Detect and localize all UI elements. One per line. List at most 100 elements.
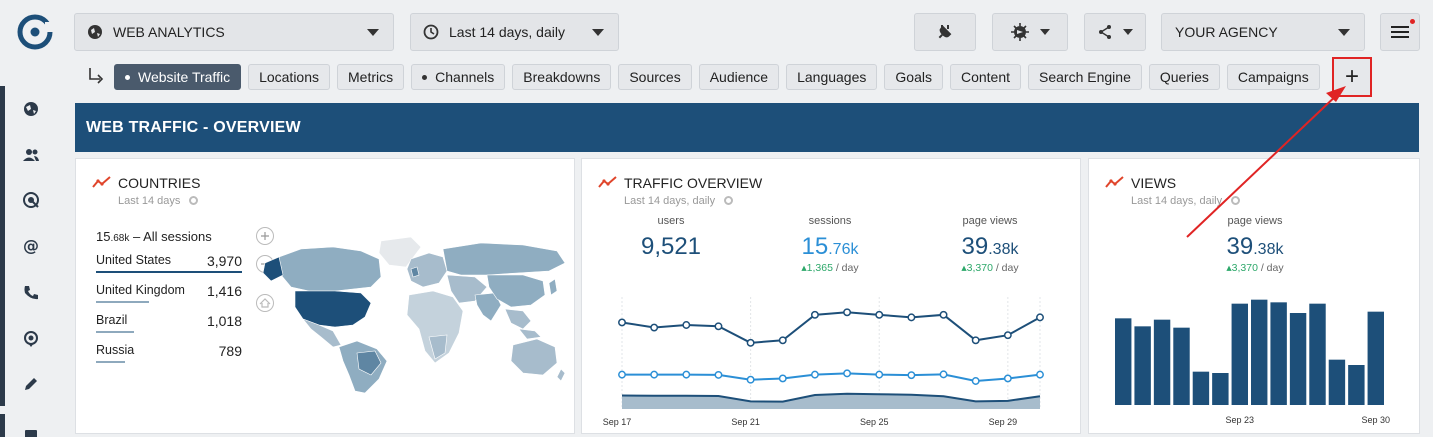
tab-label: Audience	[709, 69, 769, 85]
data-point	[1003, 331, 1012, 340]
zoom-in-icon[interactable]	[254, 225, 276, 247]
x-tick-label: Sep 29	[989, 417, 1018, 427]
country-row[interactable]: Brazil 1,018	[96, 313, 242, 343]
tab-channels[interactable]: Channels	[411, 64, 506, 90]
main-menu-button[interactable]	[1380, 13, 1420, 51]
rail-active-bar	[0, 86, 5, 406]
tab-label: Website Traffic	[138, 69, 231, 85]
stat-delta: ▴1,365 / day	[770, 262, 890, 274]
tab-website-traffic[interactable]: Website Traffic	[114, 64, 242, 90]
trend-icon	[92, 176, 111, 188]
pen-icon[interactable]	[22, 375, 40, 393]
tab-sources[interactable]: Sources	[618, 64, 692, 90]
country-row[interactable]: Russia 789	[96, 343, 242, 373]
traffic-overview-card: TRAFFIC OVERVIEW Last 14 days, daily use…	[581, 158, 1081, 434]
bar	[1348, 365, 1365, 405]
users-icon[interactable]	[22, 146, 40, 164]
traffic-title: TRAFFIC OVERVIEW	[624, 175, 763, 191]
chevron-down-icon	[592, 28, 604, 36]
tab-goals[interactable]: Goals	[884, 64, 943, 90]
country-share-bar	[96, 301, 149, 303]
clock-icon	[423, 24, 439, 40]
data-point	[971, 336, 980, 345]
tab-metrics[interactable]: Metrics	[337, 64, 405, 90]
views-subtitle: Last 14 days, daily	[1131, 195, 1241, 207]
views-stat-delta: ▴3,370 / day	[1195, 262, 1315, 274]
data-point	[810, 310, 819, 319]
stat-label: sessions	[808, 215, 852, 227]
rail-active-bar-lower	[0, 414, 5, 437]
stat-value: 39.38k	[930, 233, 1050, 261]
chevron-down-icon	[1338, 28, 1350, 36]
integration-button[interactable]	[914, 13, 976, 51]
theme-menu-button[interactable]	[992, 13, 1068, 51]
data-point	[971, 377, 980, 385]
stat-label: users	[657, 215, 685, 227]
tab-campaigns[interactable]: Campaigns	[1226, 64, 1320, 90]
stat-delta: ▴3,370 / day	[930, 262, 1050, 274]
views-stat: page views 39.38k ▴3,370 / day	[1195, 215, 1315, 274]
bar	[1270, 302, 1287, 405]
views-bar-chart[interactable]: Sep 23 Sep 30	[1089, 289, 1421, 435]
phone-icon[interactable]	[22, 284, 40, 302]
data-point	[939, 310, 948, 319]
line-series-1	[622, 372, 1041, 383]
chevron-down-icon	[1123, 29, 1133, 35]
location-pin-icon[interactable]	[22, 330, 40, 348]
country-row[interactable]: United States 3,970	[96, 253, 242, 283]
country-name: Brazil	[96, 313, 128, 327]
views-subtitle-text: Last 14 days, daily	[1131, 195, 1223, 207]
agency-select[interactable]: YOUR AGENCY	[1161, 13, 1365, 51]
country-row[interactable]: United Kingdom 1,416	[96, 283, 242, 313]
tab-label: Channels	[435, 69, 495, 85]
bar	[1251, 299, 1268, 405]
views-stat-main: 39	[1226, 233, 1254, 260]
tab-locations[interactable]: Locations	[248, 64, 331, 90]
bar	[1192, 371, 1210, 405]
data-point	[618, 318, 626, 327]
share-menu-button[interactable]	[1084, 13, 1146, 51]
info-icon[interactable]	[1231, 196, 1241, 205]
globe-icon[interactable]	[22, 100, 40, 118]
tab-label: Queries	[1159, 69, 1209, 85]
tab-search-engine[interactable]: Search Engine	[1028, 64, 1142, 90]
info-icon[interactable]	[189, 196, 199, 205]
clipboard-icon[interactable]	[22, 428, 40, 437]
sessions-total-label: – All sessions	[129, 229, 212, 244]
analytics-select[interactable]: WEB ANALYTICS	[74, 13, 394, 51]
tab-content[interactable]: Content	[949, 64, 1022, 90]
tab-dot	[125, 74, 130, 80]
bar	[1309, 303, 1326, 405]
country-name: United States	[96, 253, 172, 267]
world-map[interactable]	[261, 229, 567, 394]
add-tab-button[interactable]: +	[1332, 57, 1372, 97]
home-icon[interactable]	[254, 292, 276, 314]
app-logo[interactable]	[15, 12, 55, 52]
at-sign-icon[interactable]: @	[22, 237, 40, 255]
plug-icon	[938, 25, 952, 39]
date-range-select[interactable]: Last 14 days, daily	[410, 13, 619, 51]
tab-audience[interactable]: Audience	[698, 64, 780, 90]
tab-queries[interactable]: Queries	[1148, 64, 1220, 90]
tab-languages[interactable]: Languages	[786, 64, 878, 90]
sessions-total-suffix: .68k	[110, 233, 130, 244]
x-tick-label: Sep 25	[860, 417, 889, 427]
tab-label: Content	[960, 69, 1011, 85]
section-banner: WEB TRAFFIC - OVERVIEW	[75, 103, 1419, 152]
traffic-line-chart[interactable]: Sep 17 Sep 21 Sep 25 Sep 29	[582, 289, 1082, 435]
data-point	[778, 374, 787, 383]
data-point	[778, 336, 787, 345]
country-value: 3,970	[206, 253, 242, 269]
countries-subtitle: Last 14 days	[118, 195, 199, 207]
target-icon[interactable]	[22, 191, 40, 209]
globe-icon	[88, 25, 102, 39]
bar	[1367, 311, 1384, 405]
traffic-subtitle-text: Last 14 days, daily	[624, 195, 716, 207]
tab-breakdowns[interactable]: Breakdowns	[512, 64, 612, 90]
stat-main: 15	[801, 233, 829, 260]
info-icon[interactable]	[724, 196, 734, 205]
data-point	[1036, 313, 1044, 322]
data-point	[907, 313, 916, 322]
country-value: 1,416	[206, 283, 242, 299]
data-point	[714, 370, 723, 379]
